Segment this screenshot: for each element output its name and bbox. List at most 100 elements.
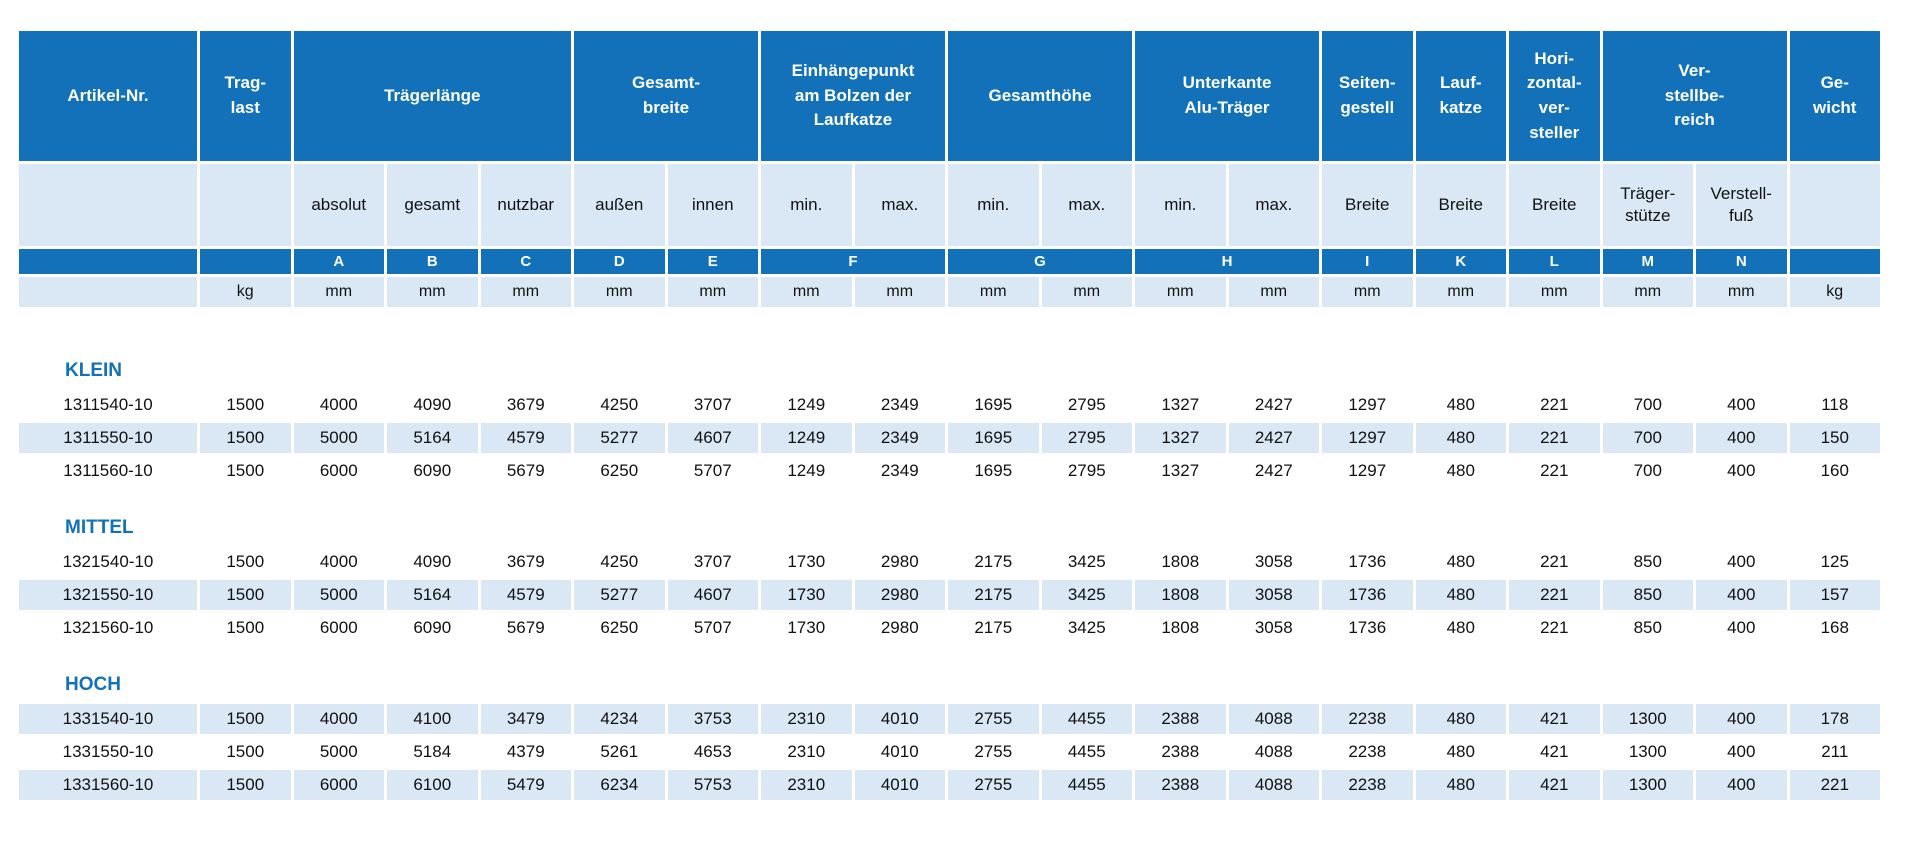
value-cell: 2388 — [1161, 742, 1200, 761]
value-cell: 1327 — [1161, 395, 1200, 414]
value-cell: 2795 — [1067, 461, 1106, 480]
value-cell: 850 — [1633, 618, 1662, 637]
value-cell: 4010 — [854, 770, 945, 800]
value-cell: 400 — [1727, 552, 1756, 571]
unit-cell: kg — [1789, 277, 1880, 307]
header-sublabel-cell: absolut — [293, 164, 384, 246]
value-cell: 2755 — [974, 742, 1013, 761]
value-cell: 221 — [1540, 552, 1569, 571]
dimension-letter-cell: G — [948, 249, 1132, 274]
value-cell: 3707 — [693, 552, 732, 571]
dimension-letter-cell — [1789, 249, 1880, 274]
value-cell: 221 — [1509, 580, 1600, 610]
value-cell: 2175 — [974, 552, 1013, 571]
value-cell: 480 — [1415, 704, 1506, 734]
value-cell: 2427 — [1254, 461, 1293, 480]
value-cell: 3707 — [693, 395, 732, 414]
unit-cell: mm — [667, 277, 758, 307]
value-cell: 1730 — [787, 552, 826, 571]
header-group-cell: Ge- wicht — [1789, 31, 1880, 161]
value-cell: 3058 — [1228, 580, 1319, 610]
value-cell: 4455 — [1041, 770, 1132, 800]
value-cell: 4088 — [1254, 742, 1293, 761]
value-cell: 5000 — [293, 423, 384, 453]
value-cell: 2427 — [1228, 423, 1319, 453]
value-cell: 1327 — [1161, 461, 1200, 480]
dimension-letter-cell — [200, 249, 291, 274]
header-sublabel-cell: min. — [948, 164, 1039, 246]
header-sublabel-cell — [19, 164, 197, 246]
value-cell: 2795 — [1041, 423, 1132, 453]
value-cell: 2795 — [1067, 395, 1106, 414]
unit-cell: mm — [1696, 277, 1787, 307]
value-cell: 168 — [1820, 618, 1849, 637]
value-cell: 6100 — [387, 770, 478, 800]
unit-cell: mm — [1415, 277, 1506, 307]
value-cell: 3425 — [1067, 618, 1106, 637]
dimension-letter-cell: N — [1696, 249, 1787, 274]
value-cell: 221 — [1509, 423, 1600, 453]
value-cell: 4088 — [1228, 704, 1319, 734]
value-cell: 4000 — [319, 552, 358, 571]
value-cell: 1736 — [1322, 580, 1413, 610]
unit-cell: mm — [1322, 277, 1413, 307]
value-cell: 2980 — [880, 552, 919, 571]
value-cell: 5479 — [480, 770, 571, 800]
table-row: 1331540-10 1500 4000 4100 3479 4234 3753 2310 40… — [19, 704, 1880, 734]
value-cell: 6250 — [600, 461, 639, 480]
value-cell: 211 — [1821, 742, 1849, 761]
value-cell: 850 — [1633, 552, 1662, 571]
header-sublabel-cell: min. — [1135, 164, 1226, 246]
table-body: KLEIN 1311540-10 1500 4000 4090 3679 4250 3707 1… — [19, 310, 1880, 800]
value-cell: 6234 — [574, 770, 665, 800]
value-cell: 4090 — [413, 395, 452, 414]
value-cell: 1695 — [948, 423, 1039, 453]
header-sublabel-cell: nutzbar — [480, 164, 571, 246]
dimension-letter-cell: K — [1415, 249, 1506, 274]
value-cell: 2238 — [1322, 704, 1413, 734]
value-cell: 3425 — [1041, 580, 1132, 610]
value-cell: 1300 — [1628, 742, 1667, 761]
value-cell: 400 — [1727, 395, 1756, 414]
header-sublabel-cell: außen — [574, 164, 665, 246]
value-cell: 4010 — [880, 742, 919, 761]
group-header-row: HOCH — [19, 669, 1880, 701]
value-cell: 2310 — [761, 704, 852, 734]
value-cell: 1297 — [1348, 395, 1387, 414]
value-cell: 221 — [1540, 461, 1569, 480]
dimension-letter-cell: B — [387, 249, 478, 274]
value-cell: 400 — [1696, 423, 1787, 453]
value-cell: 700 — [1633, 395, 1662, 414]
value-cell: 700 — [1633, 461, 1662, 480]
value-cell: 4379 — [506, 742, 545, 761]
spec-sheet-page: Artikel-Nr. Trag- last Trägerlänge Gesamt- … — [19, 31, 1880, 800]
value-cell: 118 — [1821, 395, 1849, 414]
group-name-label: MITTEL — [65, 517, 134, 538]
table-row: 1321550-10 1500 5000 5164 4579 5277 4607 1730 29… — [19, 580, 1880, 610]
dimension-letter-cell: H — [1135, 249, 1319, 274]
article-number-cell: 1321540-10 — [62, 552, 154, 571]
article-number-cell: 1331540-10 — [19, 704, 197, 734]
value-cell: 400 — [1727, 461, 1756, 480]
value-cell: 6250 — [600, 618, 639, 637]
table-row: 1311540-10 1500 4000 4090 3679 4250 3707 1249 23… — [19, 390, 1880, 420]
value-cell: 2349 — [880, 461, 919, 480]
article-number-cell: 1321550-10 — [19, 580, 197, 610]
value-cell: 1297 — [1348, 461, 1387, 480]
value-cell: 6090 — [413, 461, 452, 480]
value-cell: 2427 — [1254, 395, 1293, 414]
value-cell: 1808 — [1161, 552, 1200, 571]
value-cell: 421 — [1509, 704, 1600, 734]
value-cell: 480 — [1415, 770, 1506, 800]
header-sublabel-cell — [1789, 164, 1880, 246]
header-sublabel-cell: max. — [854, 164, 945, 246]
value-cell: 221 — [1540, 618, 1569, 637]
value-cell: 1500 — [200, 580, 291, 610]
value-cell: 4579 — [480, 423, 571, 453]
value-cell: 2310 — [787, 742, 826, 761]
dimension-letter-cell — [19, 249, 197, 274]
value-cell: 5277 — [574, 580, 665, 610]
value-cell: 160 — [1820, 461, 1849, 480]
unit-cell — [19, 277, 197, 307]
value-cell: 3679 — [506, 552, 545, 571]
